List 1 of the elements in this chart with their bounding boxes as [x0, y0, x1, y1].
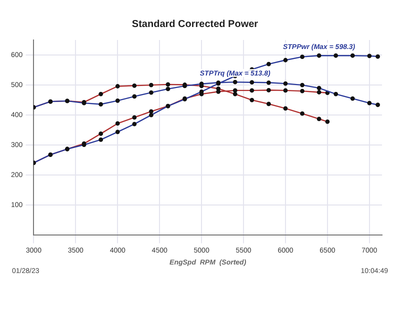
chart-title: Standard Corrected Power: [132, 18, 258, 30]
